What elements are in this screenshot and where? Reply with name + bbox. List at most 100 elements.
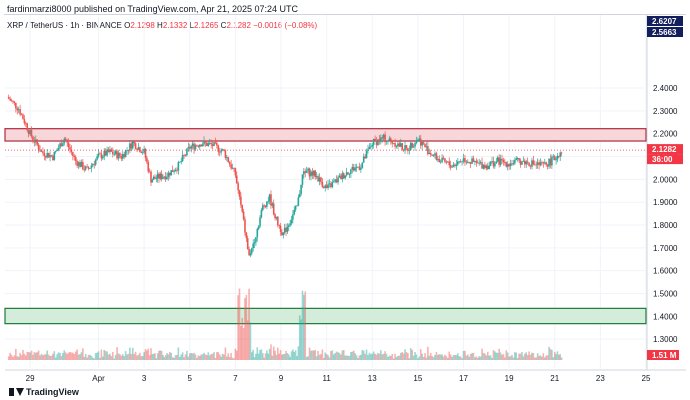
tradingview-logo-icon (9, 388, 24, 396)
candle-body (19, 109, 21, 115)
volume-bar (361, 349, 364, 360)
volume-bar (421, 353, 423, 360)
volume-bar (259, 350, 261, 360)
volume-bar (418, 356, 421, 360)
volume-bar (485, 355, 488, 360)
x-tick-label: 5 (188, 374, 193, 383)
volume-bar (305, 356, 308, 360)
volume-bar (76, 349, 78, 360)
candle-body (352, 166, 355, 171)
candle-body (50, 155, 53, 157)
candle-body (322, 186, 325, 188)
symbol-name[interactable]: XRP / TetherUS · 1h · BINANCE (7, 21, 122, 30)
candle-body (405, 145, 408, 149)
volume-bar (484, 353, 486, 360)
volume-bar (328, 357, 331, 360)
candle-body (522, 160, 525, 162)
volume-bar (330, 350, 332, 360)
price-axis[interactable]: 2.40002.30002.20002.10002.00001.90001.80… (653, 84, 678, 344)
candle-body (334, 179, 336, 182)
x-tick-label: 29 (26, 374, 35, 383)
volume-bar (221, 353, 224, 360)
volume-bar (74, 351, 77, 360)
volume-bar (16, 356, 19, 360)
volume-bar (525, 352, 528, 360)
volume-bar (457, 353, 459, 360)
y-tick-label: 1.4000 (653, 312, 678, 321)
volume-bar (438, 354, 441, 360)
candle-body (521, 161, 523, 165)
volume-bar (508, 356, 510, 360)
x-tick-label: 11 (322, 374, 331, 383)
volume-bar (555, 354, 557, 360)
volume-bar (103, 349, 106, 360)
candle-body (437, 158, 439, 160)
x-tick-label: 17 (459, 374, 468, 383)
candle-body (489, 162, 492, 166)
candle-body (293, 209, 296, 215)
volume-bar (389, 356, 392, 360)
candle-body (49, 155, 51, 158)
candle-body (560, 152, 563, 154)
support-zone[interactable] (4, 307, 647, 325)
candle-body (475, 160, 478, 163)
volume-bar (506, 352, 509, 360)
volume-bar (539, 355, 542, 360)
candle-body (7, 97, 10, 99)
candle-body (44, 156, 47, 158)
candle-body (345, 172, 348, 176)
candle-body (412, 146, 415, 148)
volume-bar (191, 353, 194, 360)
candle-body (23, 119, 26, 124)
volume-bar (9, 352, 11, 360)
resistance-zone[interactable] (4, 128, 647, 142)
candle-body (274, 214, 276, 219)
volume-bar (143, 351, 145, 360)
candle-body (279, 225, 282, 232)
volume-bar (186, 350, 188, 360)
candle-body (327, 184, 329, 189)
candle-body (109, 149, 111, 153)
volume-bar (377, 353, 379, 360)
volume-bar (7, 356, 10, 360)
volume-bar (486, 351, 489, 360)
volume-bar (348, 356, 351, 360)
volume-bar (558, 354, 560, 360)
candle-body (492, 161, 495, 167)
volume-bar (452, 355, 455, 360)
candle-body (204, 140, 207, 143)
volume-bar (511, 354, 513, 360)
volume-bar (130, 353, 133, 360)
candle-body (516, 158, 519, 159)
volume-bar (111, 352, 114, 360)
volume-bar (23, 353, 26, 360)
tradingview-brand[interactable]: TradingView (9, 387, 79, 397)
close-value: 2.1282 (226, 21, 251, 30)
candle-body (22, 114, 24, 120)
volume-bar (113, 358, 116, 360)
candle-body (374, 138, 376, 141)
candle-body (318, 177, 321, 182)
candle-body (169, 172, 171, 176)
brand-name: TradingView (26, 387, 79, 397)
time-axis[interactable]: 29 Apr 3 5 7 9 11 13 15 17 19 21 23 25 (26, 374, 651, 383)
volume-bar (107, 354, 110, 360)
candle-body (469, 162, 472, 164)
candle-body (103, 150, 106, 157)
volume-bar (233, 358, 235, 360)
candle-body (358, 166, 361, 170)
candle-body (454, 164, 456, 166)
volume-bar (466, 354, 469, 360)
volume-bar (80, 352, 83, 360)
y-tick-label: 1.3000 (653, 335, 678, 344)
volume-bar (337, 352, 339, 360)
candle-body (151, 179, 154, 183)
volume-bar (340, 354, 342, 360)
candle-body (478, 162, 480, 164)
candle-body (484, 164, 486, 169)
candle-body (286, 226, 289, 232)
volume-bar (341, 350, 344, 360)
volume-bar (272, 346, 275, 360)
candle-body (260, 210, 263, 218)
